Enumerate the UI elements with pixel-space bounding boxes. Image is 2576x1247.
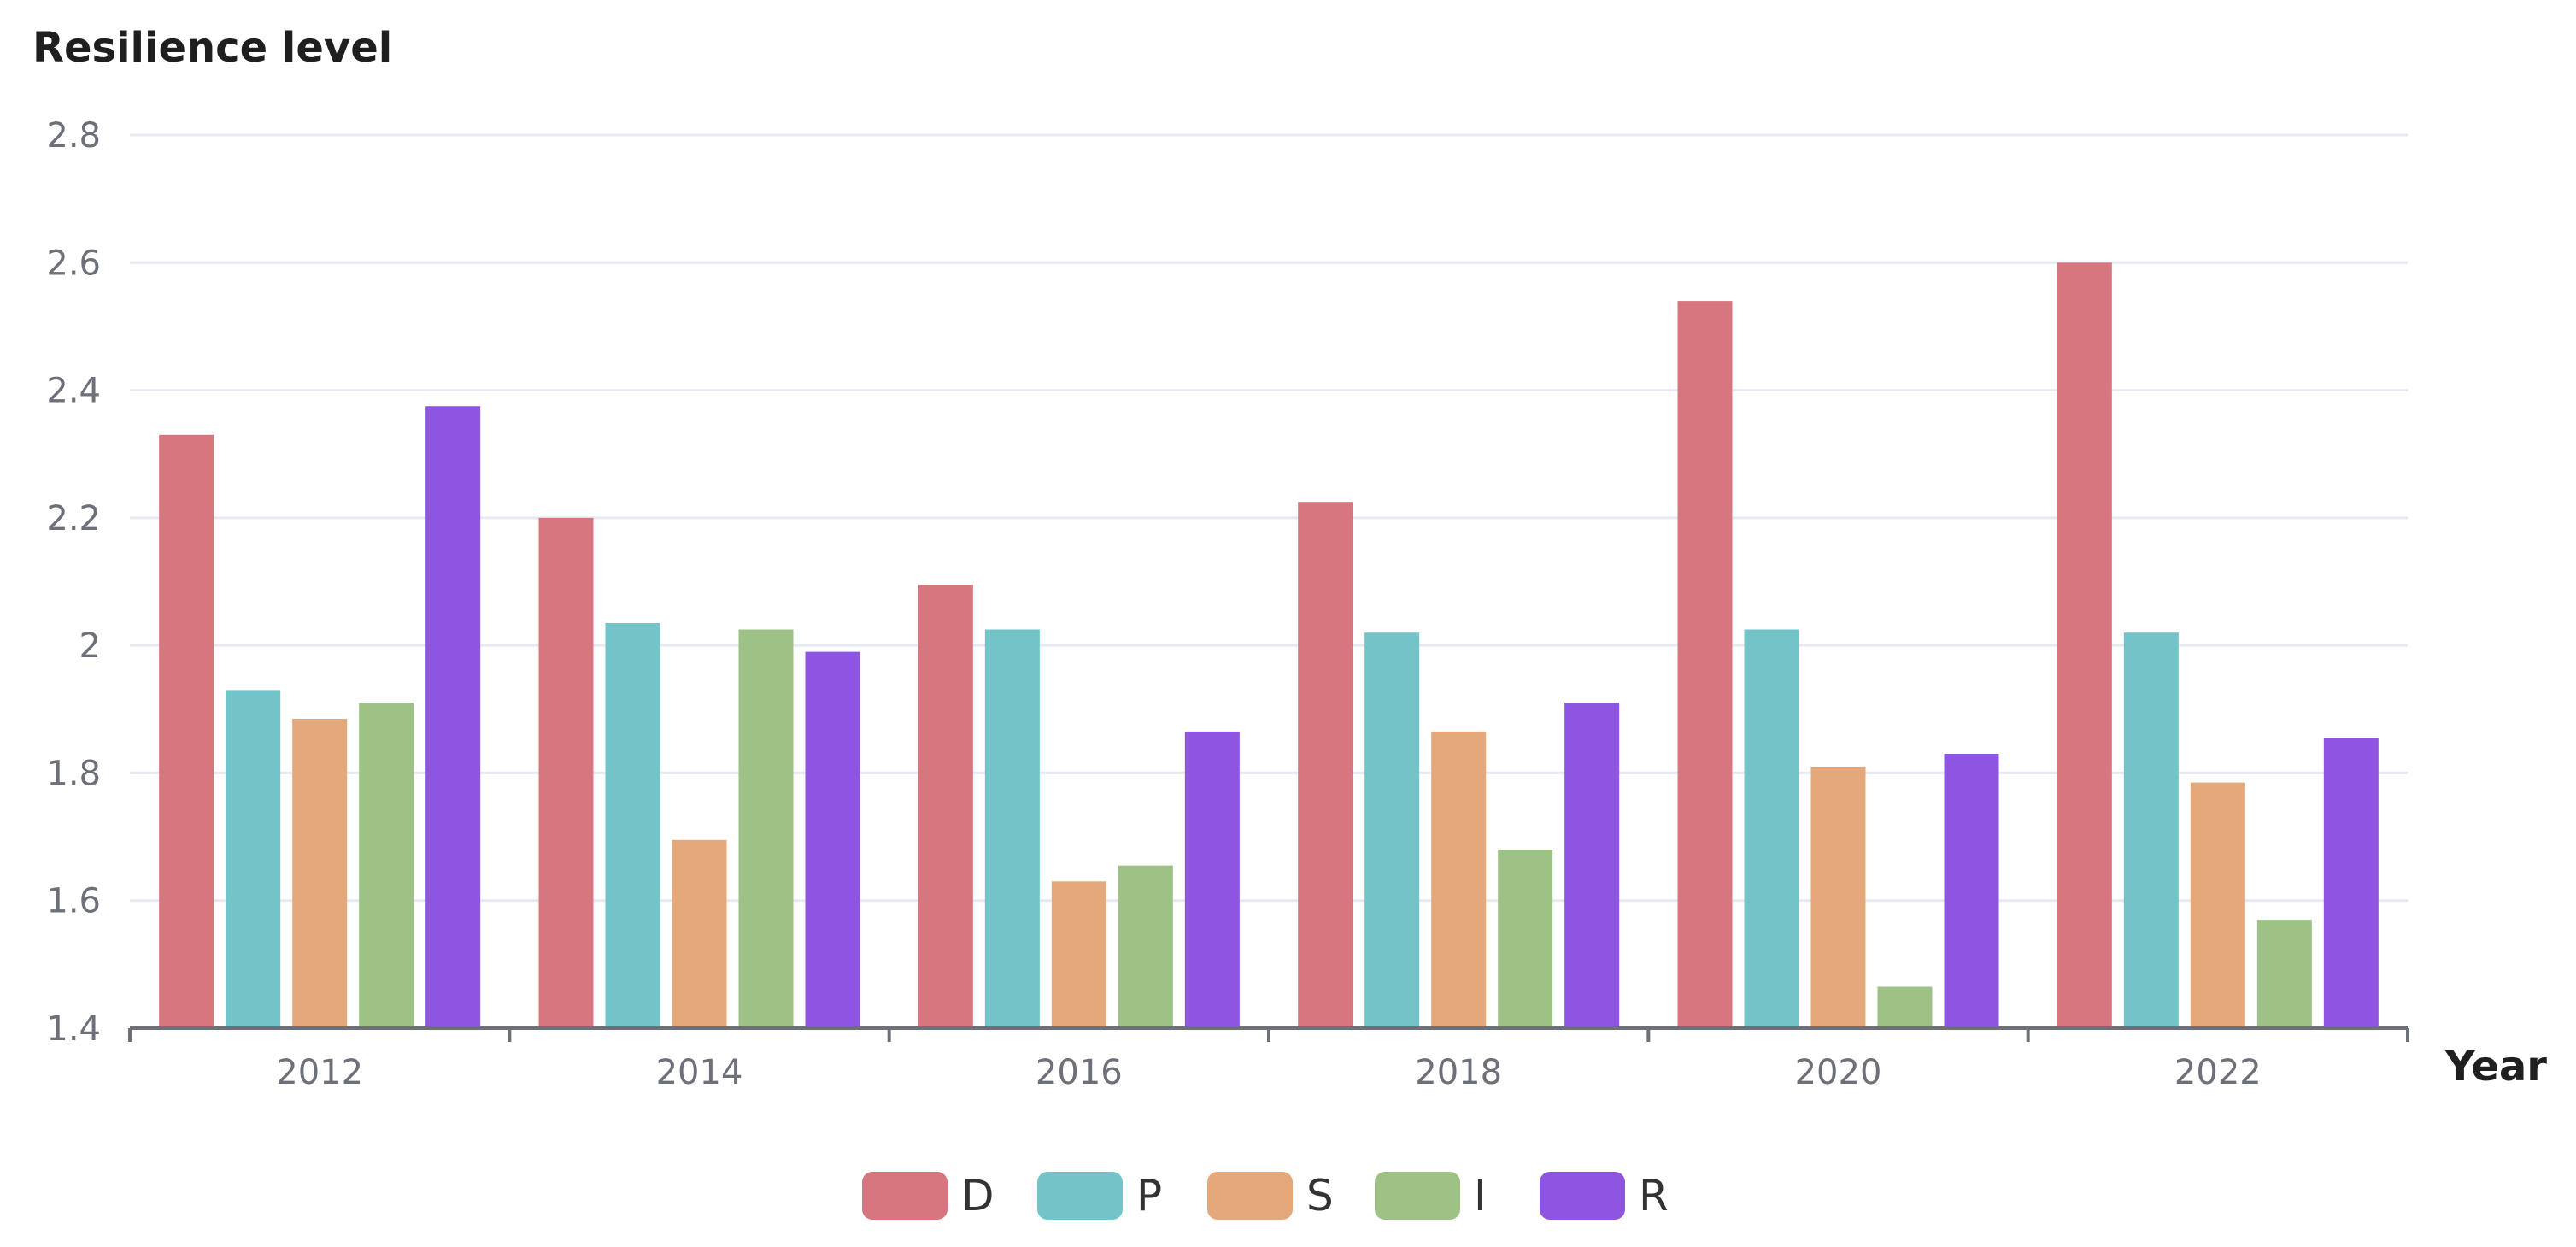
bar-S-2022: [2190, 782, 2245, 1028]
bar-S-2014: [672, 839, 727, 1028]
bar-P-2022: [2123, 632, 2179, 1028]
y-tick-label: 1.4: [46, 1009, 101, 1049]
bar-I-2020: [1877, 986, 1933, 1028]
bars: [159, 262, 2379, 1029]
bar-S-2016: [1051, 881, 1106, 1028]
y-tick-label: 2.4: [46, 372, 101, 411]
bar-D-2014: [538, 517, 594, 1028]
y-tick-label: 2: [79, 626, 101, 666]
legend-label: P: [1136, 1171, 1162, 1221]
bar-P-2020: [1744, 629, 1799, 1028]
bar-D-2022: [2057, 262, 2112, 1028]
bar-P-2014: [605, 623, 660, 1028]
x-tick-label: 2016: [1036, 1053, 1123, 1092]
x-axis-title: Year: [2444, 1043, 2547, 1091]
bar-I-2014: [738, 629, 794, 1028]
bar-S-2018: [1431, 731, 1487, 1028]
gridlines: [130, 133, 2408, 903]
legend-item-P[interactable]: P: [1037, 1171, 1162, 1221]
y-tick-label: 1.6: [46, 882, 101, 921]
y-tick-label: 2.6: [46, 244, 101, 283]
legend-item-I[interactable]: I: [1375, 1171, 1487, 1221]
bar-I-2018: [1498, 850, 1553, 1028]
bar-R-2016: [1184, 731, 1240, 1028]
y-tick-label: 2.2: [46, 499, 101, 538]
bar-D-2012: [159, 434, 214, 1029]
bar-S-2012: [292, 718, 348, 1028]
bar-R-2014: [805, 651, 860, 1028]
x-axis: 2012 2014 2016 2018 2020 2022: [128, 1026, 2409, 1092]
y-tick-label: 2.8: [46, 116, 101, 156]
bar-D-2018: [1298, 502, 1353, 1028]
bar-R-2020: [1944, 754, 1999, 1028]
bar-P-2012: [226, 690, 281, 1028]
legend-label: I: [1474, 1171, 1487, 1221]
y-axis-title: Resilience level: [32, 24, 392, 72]
y-axis-ticks: 1.4 1.6 1.8 2 2.2 2.4 2.6 2.8: [46, 116, 101, 1049]
bar-R-2012: [425, 406, 481, 1028]
legend-swatch: [1375, 1172, 1460, 1220]
legend-swatch: [1207, 1172, 1293, 1220]
x-tick-label: 2012: [276, 1053, 363, 1092]
bar-I-2012: [359, 703, 414, 1028]
legend-item-D[interactable]: D: [862, 1171, 995, 1221]
x-tick-label: 2020: [1795, 1053, 1882, 1092]
bar-R-2022: [2323, 738, 2379, 1028]
bar-I-2022: [2256, 920, 2312, 1028]
bar-I-2016: [1118, 865, 1173, 1028]
x-tick-label: 2022: [2174, 1053, 2262, 1092]
x-tick-label: 2018: [1415, 1053, 1502, 1092]
legend-item-S[interactable]: S: [1207, 1171, 1334, 1221]
x-tick-label: 2014: [656, 1053, 743, 1092]
legend-item-R[interactable]: R: [1540, 1171, 1669, 1221]
bar-S-2020: [1810, 766, 1866, 1028]
bar-P-2018: [1364, 632, 1420, 1028]
y-tick-label: 1.8: [46, 754, 101, 793]
bar-D-2016: [918, 585, 973, 1028]
legend-swatch: [1037, 1172, 1123, 1220]
bar-R-2018: [1564, 703, 1620, 1028]
legend-swatch: [1540, 1172, 1625, 1220]
legend-label: R: [1639, 1171, 1669, 1221]
legend-swatch: [862, 1172, 948, 1220]
bar-D-2020: [1677, 301, 1733, 1029]
legend-label: D: [961, 1171, 995, 1221]
legend-label: S: [1306, 1171, 1334, 1221]
bar-P-2016: [984, 629, 1040, 1028]
